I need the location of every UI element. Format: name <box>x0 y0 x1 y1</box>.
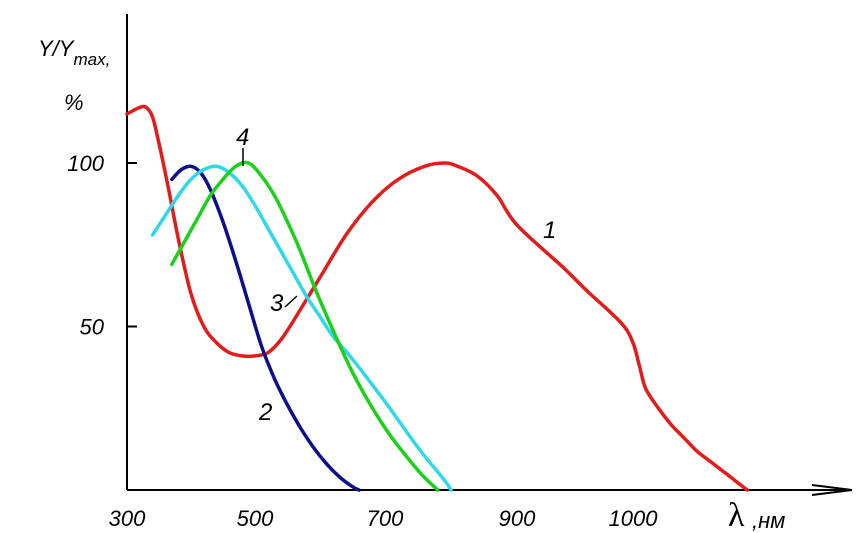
x-tick-label-700: 700 <box>367 506 404 531</box>
x-axis-label-symbol: λ <box>728 497 745 533</box>
series-3-line <box>150 164 453 492</box>
y-axis-label-main: Y/Y <box>38 36 75 61</box>
y-ticks: 50 100 <box>67 151 137 340</box>
series-2-label: 2 <box>258 399 272 426</box>
x-tick-label-500: 500 <box>237 506 274 531</box>
x-tick-label-1000: 1000 <box>609 506 659 531</box>
series-4-line <box>170 160 440 492</box>
x-axis-label-unit: ,нм <box>752 508 785 533</box>
y-axis-label: Y/Ymax, % <box>38 36 110 115</box>
curve-labels: 1 2 3 4 <box>236 124 556 426</box>
series-1-label: 1 <box>543 217 556 244</box>
series-lines <box>125 104 750 492</box>
series-3-label: 3 <box>270 290 284 317</box>
x-axis-label: λ ,нм <box>728 497 785 533</box>
x-tick-label-300: 300 <box>109 506 146 531</box>
x-tick-label-900: 900 <box>499 506 536 531</box>
svg-text:Y/Ymax,: Y/Ymax, <box>38 36 110 69</box>
label-leaders <box>242 148 298 308</box>
x-ticks: 300 500 700 900 1000 <box>109 506 659 531</box>
axes <box>126 14 853 496</box>
series-4-label: 4 <box>236 124 249 151</box>
series-3-leader <box>284 295 298 308</box>
y-tick-label-50: 50 <box>80 315 105 340</box>
y-axis-label-subscript: max, <box>73 50 110 69</box>
series-1-line <box>125 104 750 492</box>
x-axis-arrow-icon <box>811 484 853 496</box>
y-tick-label-100: 100 <box>67 151 104 176</box>
y-axis-label-unit: % <box>64 90 84 115</box>
series-2-line <box>170 164 361 492</box>
